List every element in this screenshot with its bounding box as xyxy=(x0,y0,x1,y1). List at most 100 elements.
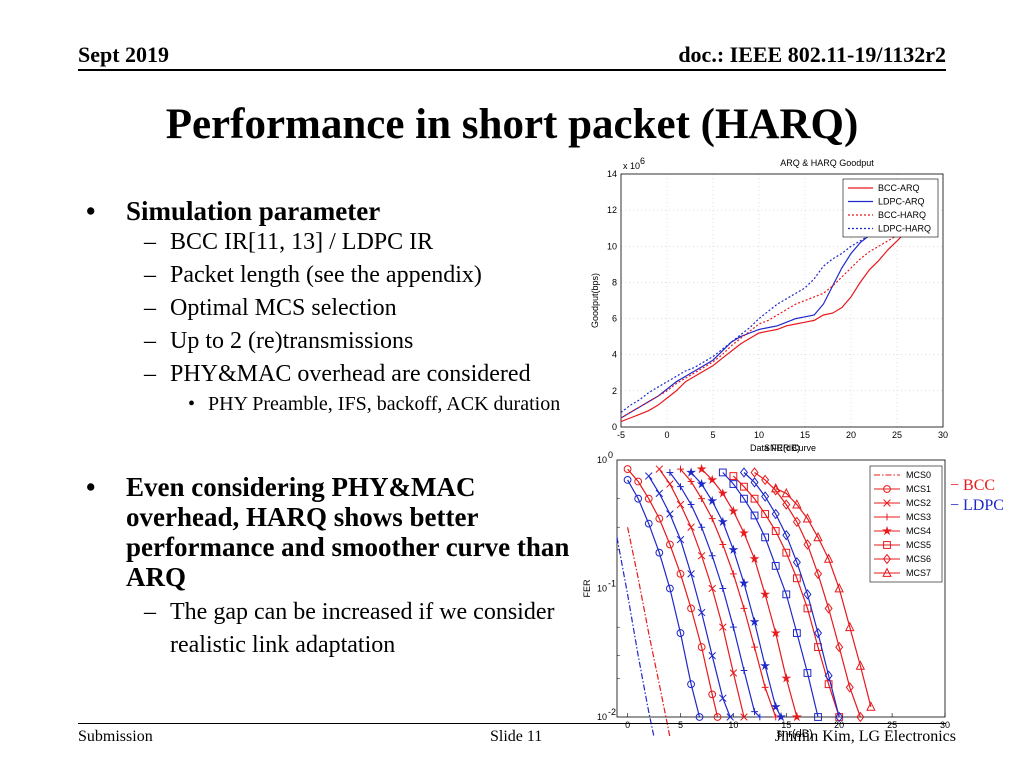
fer-data-point xyxy=(707,495,718,506)
fer-data-point xyxy=(782,548,791,557)
fer-data-point xyxy=(708,584,716,593)
fer-data-point xyxy=(845,682,854,693)
goodput-ytick-label: 0 xyxy=(612,422,617,432)
fer-data-point xyxy=(719,623,727,631)
goodput-legend-label: BCC-ARQ xyxy=(878,183,920,193)
fer-data-point xyxy=(739,577,749,588)
fer-data-point xyxy=(729,669,738,677)
fer-data-point xyxy=(782,529,791,541)
goodput-axes-box xyxy=(620,173,944,428)
fer-legend xyxy=(869,465,943,583)
fer-data-point xyxy=(760,589,771,599)
fer-legend-label: MCS1 xyxy=(906,484,931,494)
bullet-dot-icon: • xyxy=(188,393,196,415)
fer-data-point xyxy=(782,499,791,510)
fer-data-point xyxy=(729,480,738,488)
fer-xtick-label: 20 xyxy=(834,720,844,730)
fer-xtick-label: 25 xyxy=(887,720,897,730)
goodput-legend-label: LDPC-ARQ xyxy=(878,197,925,207)
bullet-dot-icon: • xyxy=(86,472,96,502)
fer-legend-marker xyxy=(883,541,891,549)
fer-data-point xyxy=(697,643,706,651)
fer-legend-label: MCS5 xyxy=(906,540,931,550)
header-rule xyxy=(78,69,946,71)
fer-legend-marker xyxy=(883,485,891,493)
footer-slide-number: Slide 11 xyxy=(490,728,543,745)
fer-data-point xyxy=(813,531,823,542)
fer-xtick-label: 5 xyxy=(678,720,683,730)
fer-series-line xyxy=(627,527,671,738)
fer-data-point xyxy=(749,616,760,627)
fer-data-point xyxy=(717,516,728,527)
fer-data-point xyxy=(803,669,812,677)
fer-data-point xyxy=(855,660,866,670)
goodput-legend-label: BCC-HARQ xyxy=(878,210,926,220)
fer-data-point xyxy=(713,713,722,721)
fer-data-point xyxy=(666,480,674,488)
fer-data-point xyxy=(728,544,739,555)
fer-y-axis-label: FER xyxy=(582,579,592,598)
goodput-x-axis-label: SNR(dB) xyxy=(764,443,800,453)
fer-xtick-label: 15 xyxy=(781,720,791,730)
fer-series-line xyxy=(722,472,819,718)
goodput-xtick-label: 0 xyxy=(664,430,669,440)
fer-data-point xyxy=(814,568,823,580)
fer-data-point xyxy=(792,557,801,568)
fer-data-point xyxy=(803,589,812,600)
fer-legend-label: MCS6 xyxy=(906,554,931,564)
fer-data-point xyxy=(666,469,674,476)
fer-data-point xyxy=(729,472,738,480)
fer-legend-label: MCS4 xyxy=(906,526,931,536)
goodput-xtick-label: 20 xyxy=(846,430,856,440)
goodput-ytick-label: 10 xyxy=(607,241,617,251)
fer-data-point xyxy=(634,494,643,503)
fer-data-point xyxy=(740,482,748,491)
fer-data-point xyxy=(751,643,758,651)
goodput-xtick-label: -5 xyxy=(617,430,625,440)
goodput-y-exponent: x 10 xyxy=(623,161,640,171)
fer-data-point xyxy=(666,584,674,593)
goodput-ytick-label: 12 xyxy=(607,205,617,215)
fer-data-point xyxy=(655,489,664,498)
sub-bullet: – BCC IR[11, 13] / LDPC IR xyxy=(78,226,578,259)
fer-data-point xyxy=(728,505,739,516)
fer-data-point xyxy=(772,713,780,721)
goodput-xtick-label: 25 xyxy=(892,430,902,440)
fer-data-point xyxy=(676,569,685,578)
fer-series-line xyxy=(669,472,761,718)
fer-data-point xyxy=(845,621,855,632)
bullet-2: • Even considering PHY&MAC overhead, HARQ… xyxy=(78,472,578,592)
sub-bullet-text: PHY&MAC overhead are considered xyxy=(170,361,531,387)
fer-data-point xyxy=(751,708,758,716)
fer-data-point xyxy=(739,527,750,538)
fer-data-point xyxy=(686,467,697,477)
goodput-ytick-label: 2 xyxy=(612,386,617,396)
ldpc-annotation: − LDPC xyxy=(950,497,1004,514)
fer-data-point xyxy=(770,701,781,712)
fer-data-point xyxy=(655,514,664,523)
bcc-annotation: − BCC xyxy=(950,477,996,494)
fer-data-point xyxy=(655,548,664,557)
footer-overlap-label: snr(dB) xyxy=(776,728,813,740)
fer-data-point xyxy=(655,465,664,473)
fer-data-point xyxy=(771,561,780,570)
fer-data-point xyxy=(644,494,653,503)
goodput-series-line xyxy=(620,231,907,423)
fer-legend-label: MCS3 xyxy=(906,512,931,522)
fer-data-point xyxy=(698,523,706,531)
fer-data-point xyxy=(644,519,653,528)
sub-bullet: – Optimal MCS selection xyxy=(78,292,578,325)
goodput-series-line xyxy=(620,229,907,419)
fer-data-point xyxy=(708,651,716,660)
fer-data-point xyxy=(687,604,695,613)
fer-data-point xyxy=(696,478,707,489)
fer-data-point xyxy=(740,494,748,503)
footer-submission: Submission xyxy=(78,728,153,745)
fer-data-point xyxy=(761,683,769,691)
fer-data-point xyxy=(623,465,632,473)
fer-data-point xyxy=(781,487,791,498)
fer-ytick-exponent: -1 xyxy=(608,579,616,589)
fer-data-point xyxy=(750,467,759,478)
goodput-chart-title: ARQ & HARQ Goodput xyxy=(780,158,874,168)
